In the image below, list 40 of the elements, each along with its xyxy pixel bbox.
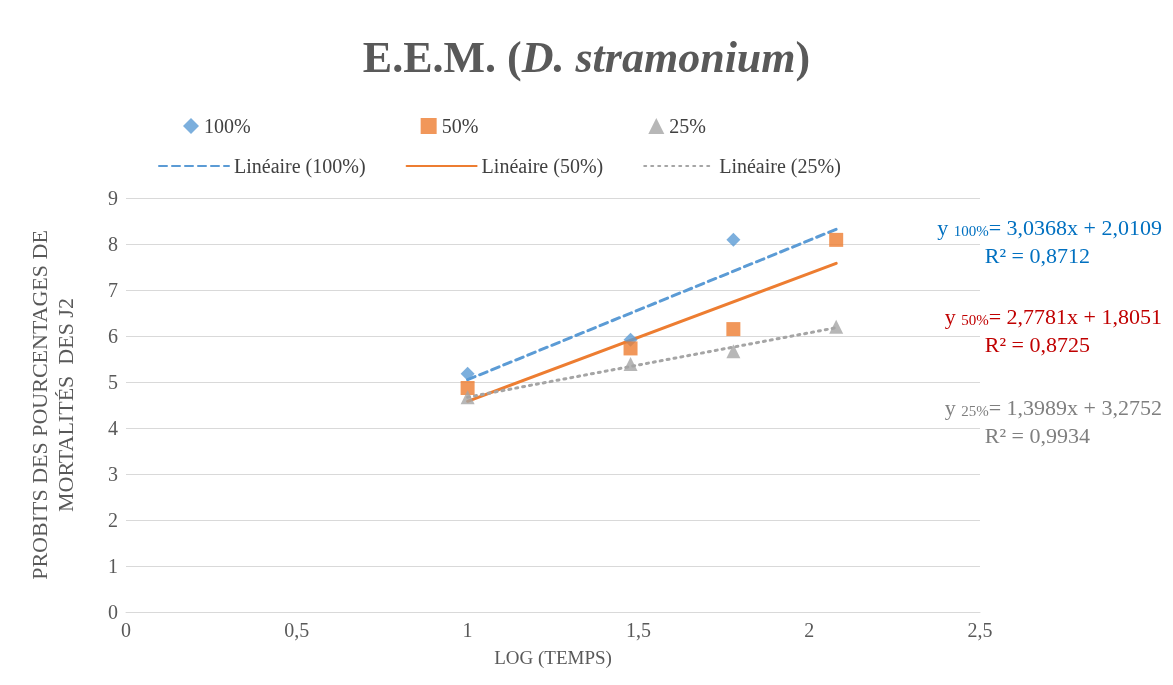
- x-tick-label: 1: [462, 619, 473, 641]
- x-axis-title: LOG (TEMPS): [494, 647, 612, 669]
- legend-label: Linéaire (100%): [234, 155, 366, 178]
- point: [460, 380, 475, 395]
- y-tick-label: 4: [108, 417, 118, 439]
- annotation: y 25%= 1,3989x + 3,2752: [944, 394, 1163, 420]
- point: [623, 341, 638, 356]
- y-axis-title: PROBITS DES POURCENTAGES DE MORTALITÉS DES J2: [26, 230, 78, 580]
- point: [726, 344, 741, 359]
- y-tick-label: 7: [108, 279, 118, 301]
- y-tick-label: 1: [108, 555, 118, 577]
- y-tick-label: 3: [108, 463, 118, 485]
- chart-title: E.E.M. (D. stramonium): [362, 32, 811, 82]
- y-tick-label: 2: [108, 509, 118, 531]
- point: [460, 390, 475, 405]
- annotation: y 50%= 2,7781x + 1,8051: [944, 303, 1163, 329]
- point: [829, 232, 844, 247]
- point: [829, 319, 844, 334]
- legend-label: Linéaire (50%): [481, 155, 604, 178]
- point: [460, 366, 475, 381]
- y-tick-label: 8: [108, 233, 118, 255]
- legend-label: 25%: [669, 115, 706, 137]
- x-tick-label: 0,5: [284, 619, 310, 641]
- point: [726, 232, 741, 247]
- x-tick-label: 2,5: [967, 619, 993, 641]
- text: R² = 0,8725: [984, 331, 1091, 357]
- y-tick-label: 9: [108, 187, 118, 209]
- annotation: y 100%= 3,0368x + 2,0109: [937, 214, 1163, 240]
- x-tick-label: 2: [804, 619, 815, 641]
- y-tick-label: 0: [108, 601, 118, 623]
- text: R² = 0,9934: [984, 422, 1091, 448]
- text: R² = 0,8712: [984, 242, 1091, 268]
- y-tick-label: 6: [108, 325, 118, 347]
- legend-label: 50%: [441, 115, 479, 137]
- legend-label: Linéaire (25%): [719, 155, 841, 178]
- point: [623, 357, 638, 372]
- x-tick-label: 1,5: [625, 619, 651, 641]
- y-tick-label: 5: [108, 371, 118, 393]
- legend-label: 100%: [204, 115, 251, 137]
- point: [726, 322, 741, 337]
